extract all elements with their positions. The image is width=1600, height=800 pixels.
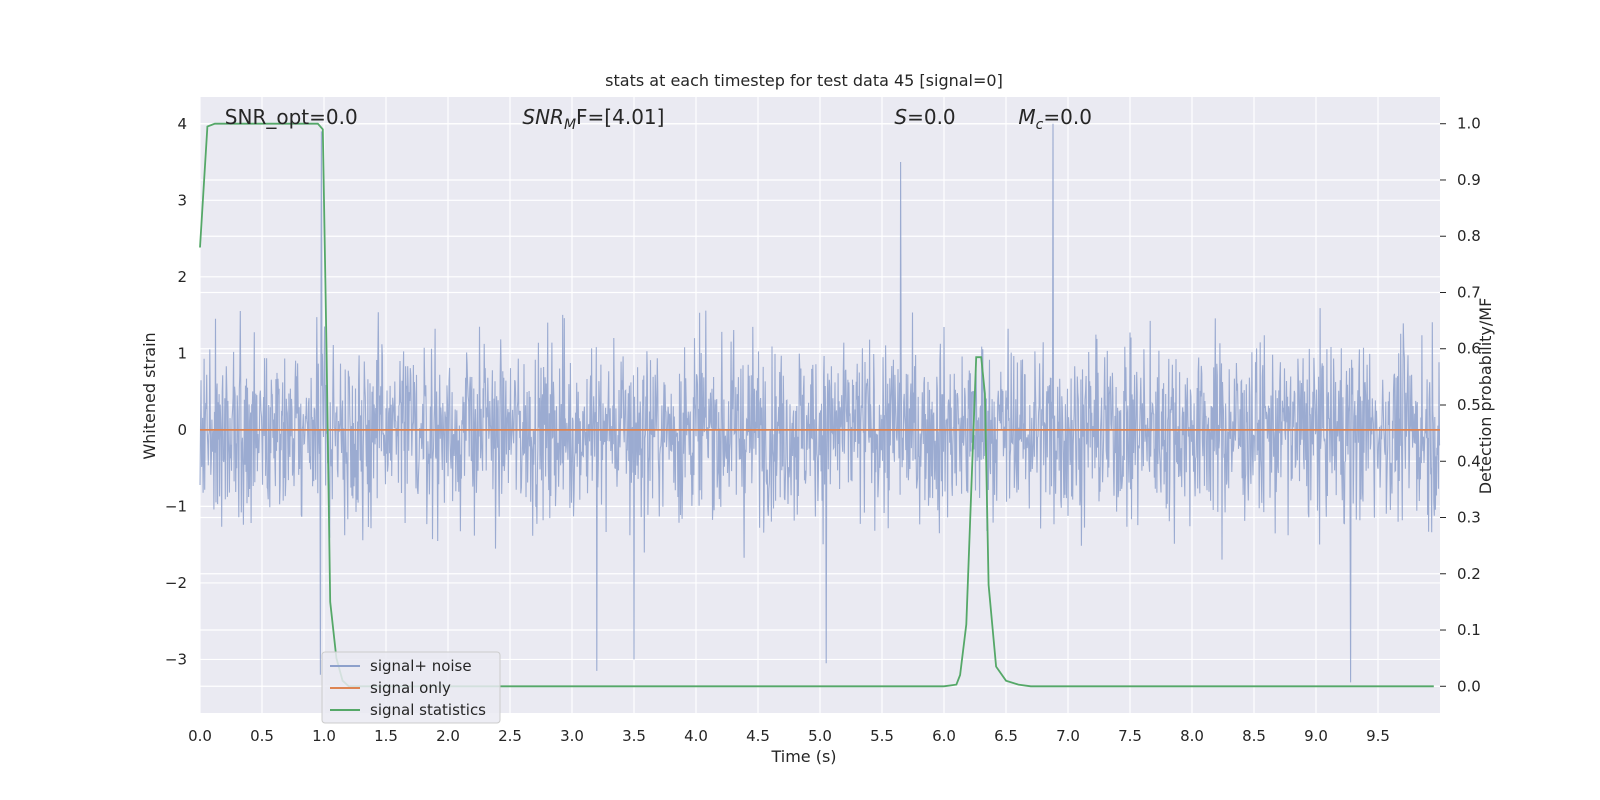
x-tick-label: 5.5	[870, 727, 894, 745]
y-right-axis-label: Detection probability/MF	[1476, 298, 1495, 495]
y-left-tick-label: −2	[165, 574, 187, 592]
legend: signal+ noise signal only signal statistic…	[321, 651, 501, 724]
x-tick-label: 0.0	[188, 727, 212, 745]
line-series	[199, 122, 1440, 688]
grid	[199, 97, 1440, 713]
y-left-tick-label: 0	[177, 421, 187, 439]
y-right-tick-label: 0.5	[1457, 396, 1481, 414]
x-tick-labels: 0.0 0.5 1.0 1.5 2.0 2.5 3.0 3.5 4.0 4.5 5.0 5.5 6.0 6…	[188, 727, 1390, 745]
annotation-label: SNRMF=[4.01]	[522, 105, 664, 133]
legend-label: signal+ noise	[370, 657, 472, 675]
y-right-tick-label: 1.0	[1457, 115, 1481, 133]
y-right-tick-label: 0.9	[1457, 171, 1481, 189]
y-right-tick-label: 0.3	[1457, 509, 1481, 527]
y-right-tick-label: 0.0	[1457, 677, 1481, 695]
annotation-label: SNR_opt=0.0	[225, 105, 358, 129]
x-tick-label: 7.5	[1118, 727, 1142, 745]
y-right-tick-labels: 0.0 0.1 0.2 0.3 0.4 0.5 0.6 0.7 0.8 0.9 1.0	[1440, 115, 1481, 695]
x-tick-label: 8.0	[1180, 727, 1204, 745]
x-tick-label: 5.0	[808, 727, 832, 745]
x-tick-label: 6.5	[994, 727, 1018, 745]
y-right-tick-label: 0.2	[1457, 565, 1481, 583]
x-tick-label: 9.5	[1366, 727, 1390, 745]
x-tick-label: 6.0	[932, 727, 956, 745]
x-tick-label: 7.0	[1056, 727, 1080, 745]
x-tick-label: 4.0	[684, 727, 708, 745]
chart-title: stats at each timestep for test data 45 …	[605, 71, 1003, 90]
y-left-tick-label: −3	[165, 650, 187, 668]
y-left-axis-label: Whitened strain	[140, 332, 159, 459]
y-left-tick-label: 2	[177, 268, 187, 286]
legend-box	[321, 651, 501, 724]
x-tick-label: 8.5	[1242, 727, 1266, 745]
y-left-tick-label: 3	[177, 191, 187, 209]
annotation-label: S=0.0	[894, 105, 955, 129]
x-tick-label: 3.0	[560, 727, 584, 745]
legend-label: signal statistics	[370, 701, 486, 719]
noise-series	[199, 123, 1441, 683]
annotations: SNR_opt=0.0 SNRMF=[4.01] S=0.0 Mc=0.0	[225, 105, 1092, 133]
x-tick-label: 9.0	[1304, 727, 1328, 745]
x-tick-label: 4.5	[746, 727, 770, 745]
x-tick-label: 2.5	[498, 727, 522, 745]
noise-line	[199, 123, 1441, 683]
y-left-tick-labels: 4 3 2 1 0 −1 −2 −3	[165, 115, 187, 669]
legend-label: signal only	[370, 679, 451, 697]
y-left-tick-label: 4	[177, 115, 187, 133]
x-tick-label: 0.5	[250, 727, 274, 745]
y-right-tick-label: 0.4	[1457, 452, 1481, 470]
annotation-label: Mc=0.0	[1018, 105, 1092, 133]
x-tick-label: 1.0	[312, 727, 336, 745]
y-right-tick-label: 0.1	[1457, 621, 1481, 639]
x-axis-label: Time (s)	[770, 747, 836, 766]
y-right-tick-label: 0.6	[1457, 340, 1481, 358]
y-left-tick-label: 1	[177, 344, 187, 362]
x-tick-label: 3.5	[622, 727, 646, 745]
y-right-tick-label: 0.8	[1457, 227, 1481, 245]
x-tick-label: 2.0	[436, 727, 460, 745]
signal-statistics-line	[199, 122, 1434, 688]
x-tick-label: 1.5	[374, 727, 398, 745]
y-left-tick-label: −1	[165, 497, 187, 515]
y-right-tick-label: 0.7	[1457, 283, 1481, 301]
